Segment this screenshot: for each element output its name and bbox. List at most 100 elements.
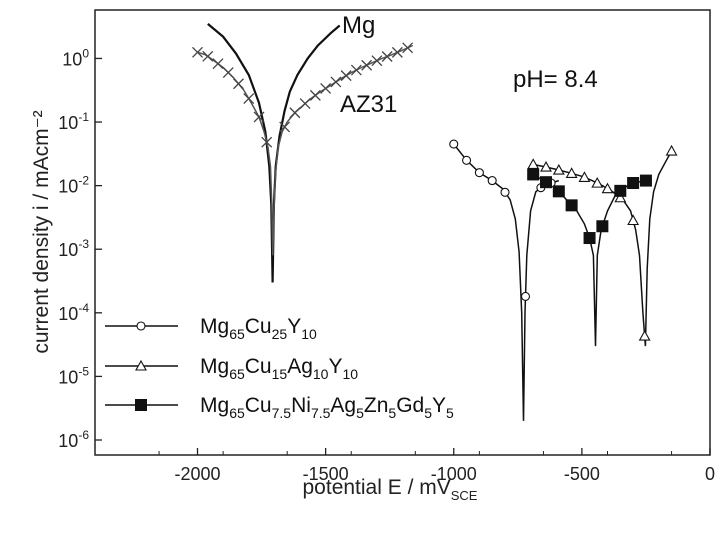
legend-text: Mg: [200, 355, 229, 378]
marker-alloy3: [614, 184, 627, 197]
y-tick-exponent: -2: [78, 174, 89, 188]
y-tick-exponent: -5: [78, 364, 89, 378]
marker-az31: [202, 50, 214, 62]
curve-az31: [197, 44, 414, 256]
y-tick-exponent: 0: [82, 46, 89, 60]
y-tick-base: 10: [58, 304, 78, 324]
series-markers: [192, 42, 678, 341]
legend-text: Zn: [364, 394, 389, 417]
legend-subscript: 10: [342, 366, 358, 382]
marker-alloy2: [601, 182, 614, 194]
marker-alloy2: [614, 191, 627, 203]
y-tick-label: 10-2: [58, 174, 89, 197]
x-axis-ticks: -2000 -1500 -1000 -500 0: [94, 448, 715, 484]
x-tick-label: 0: [705, 464, 715, 484]
legend-text: Cu: [245, 394, 272, 417]
marker-az31: [299, 98, 311, 110]
legend-text: Cu: [245, 355, 272, 378]
marker-az31: [222, 67, 234, 79]
marker-az31: [289, 107, 301, 119]
y-tick-label: 10-4: [58, 301, 89, 324]
legend-label-alloy3: Mg65Cu7.5Ni7.5Ag5Zn5Gd5Y5: [200, 394, 454, 421]
y-tick-base: 10: [58, 367, 78, 387]
y-tick-label: 10-6: [58, 428, 89, 451]
marker-alloy3: [639, 174, 652, 187]
legend-text: Gd: [396, 394, 424, 417]
annotation-mg: Mg: [342, 12, 375, 39]
marker-az31: [233, 78, 244, 90]
marker-alloy1: [520, 291, 531, 301]
legend-marker-alloy1: [136, 321, 146, 331]
y-tick-exponent: -4: [78, 301, 89, 315]
annotation-az31: AZ31: [340, 91, 397, 118]
legend-text: Mg: [200, 315, 229, 338]
y-axis-title: current density i / mAcm⁻²: [30, 110, 53, 353]
marker-az31: [402, 42, 414, 54]
marker-alloy2: [540, 160, 552, 172]
y-tick-base: 10: [62, 49, 82, 69]
x-axis-title: potential E / mVSCE: [303, 476, 478, 503]
x-tick-label: -1000: [431, 464, 477, 484]
legend-text: Ag: [330, 394, 356, 417]
legend-subscript: 25: [272, 326, 288, 342]
legend-subscript: 7.5: [272, 405, 292, 421]
y-tick-base: 10: [58, 113, 78, 133]
marker-alloy1: [449, 139, 459, 149]
legend-subscript: 65: [229, 326, 245, 342]
y-tick-label: 100: [62, 46, 89, 69]
marker-az31: [340, 70, 352, 82]
marker-alloy2: [591, 176, 604, 188]
legend-marker-alloy2: [135, 359, 147, 371]
x-tick-label: -500: [564, 464, 600, 484]
legend-text: Mg: [200, 394, 229, 417]
legend-label-alloy2: Mg65Cu15Ag10Y10: [200, 355, 358, 382]
legend-subscript: 15: [272, 366, 288, 382]
plot-frame: [94, 9, 711, 456]
y-tick-base: 10: [58, 177, 78, 197]
marker-alloy3: [552, 185, 565, 198]
marker-az31: [243, 93, 255, 105]
y-tick-exponent: -3: [78, 237, 89, 251]
marker-az31: [320, 82, 332, 94]
x-tick-label: -2000: [174, 464, 220, 484]
legend-subscript: 7.5: [311, 405, 331, 421]
y-tick-base: 10: [58, 431, 78, 451]
legend-marker-alloy3: [135, 399, 147, 411]
marker-alloy3: [527, 168, 540, 181]
legend-text: Ag: [287, 355, 313, 378]
marker-az31: [212, 58, 224, 70]
legend-subscript: 5: [446, 405, 454, 421]
marker-az31: [330, 76, 342, 88]
marker-alloy2: [638, 329, 651, 341]
legend: Mg65Cu25Y10Mg65Cu15Ag10Y10Mg65Cu7.5Ni7.5…: [105, 315, 454, 421]
marker-az31: [381, 51, 393, 62]
y-tick-label: 10-5: [58, 364, 89, 387]
y-tick-exponent: -6: [78, 428, 89, 442]
legend-text: Cu: [245, 315, 272, 338]
legend-text: Ni: [291, 394, 311, 417]
marker-alloy1: [462, 155, 472, 165]
legend-subscript: 65: [229, 366, 245, 382]
legend-subscript: 65: [229, 405, 245, 421]
marker-alloy2: [665, 144, 678, 156]
marker-alloy2: [552, 163, 565, 175]
marker-alloy3: [583, 232, 596, 245]
y-tick-base: 10: [58, 240, 78, 260]
legend-text: Y: [287, 315, 301, 338]
marker-az31: [253, 111, 265, 123]
marker-alloy1: [474, 168, 484, 178]
y-tick-label: 10-1: [58, 110, 89, 133]
marker-az31: [361, 59, 373, 71]
x-axis-title-subscript: SCE: [451, 488, 478, 503]
marker-az31: [391, 46, 403, 58]
legend-subscript: 10: [313, 366, 329, 382]
marker-az31: [371, 55, 383, 67]
marker-alloy2: [565, 167, 578, 178]
annotation-ph: pH= 8.4: [513, 66, 598, 93]
legend-subscript: 5: [388, 405, 396, 421]
x-tick-label: -1500: [303, 464, 349, 484]
marker-az31: [261, 136, 273, 148]
marker-az31: [309, 89, 321, 101]
